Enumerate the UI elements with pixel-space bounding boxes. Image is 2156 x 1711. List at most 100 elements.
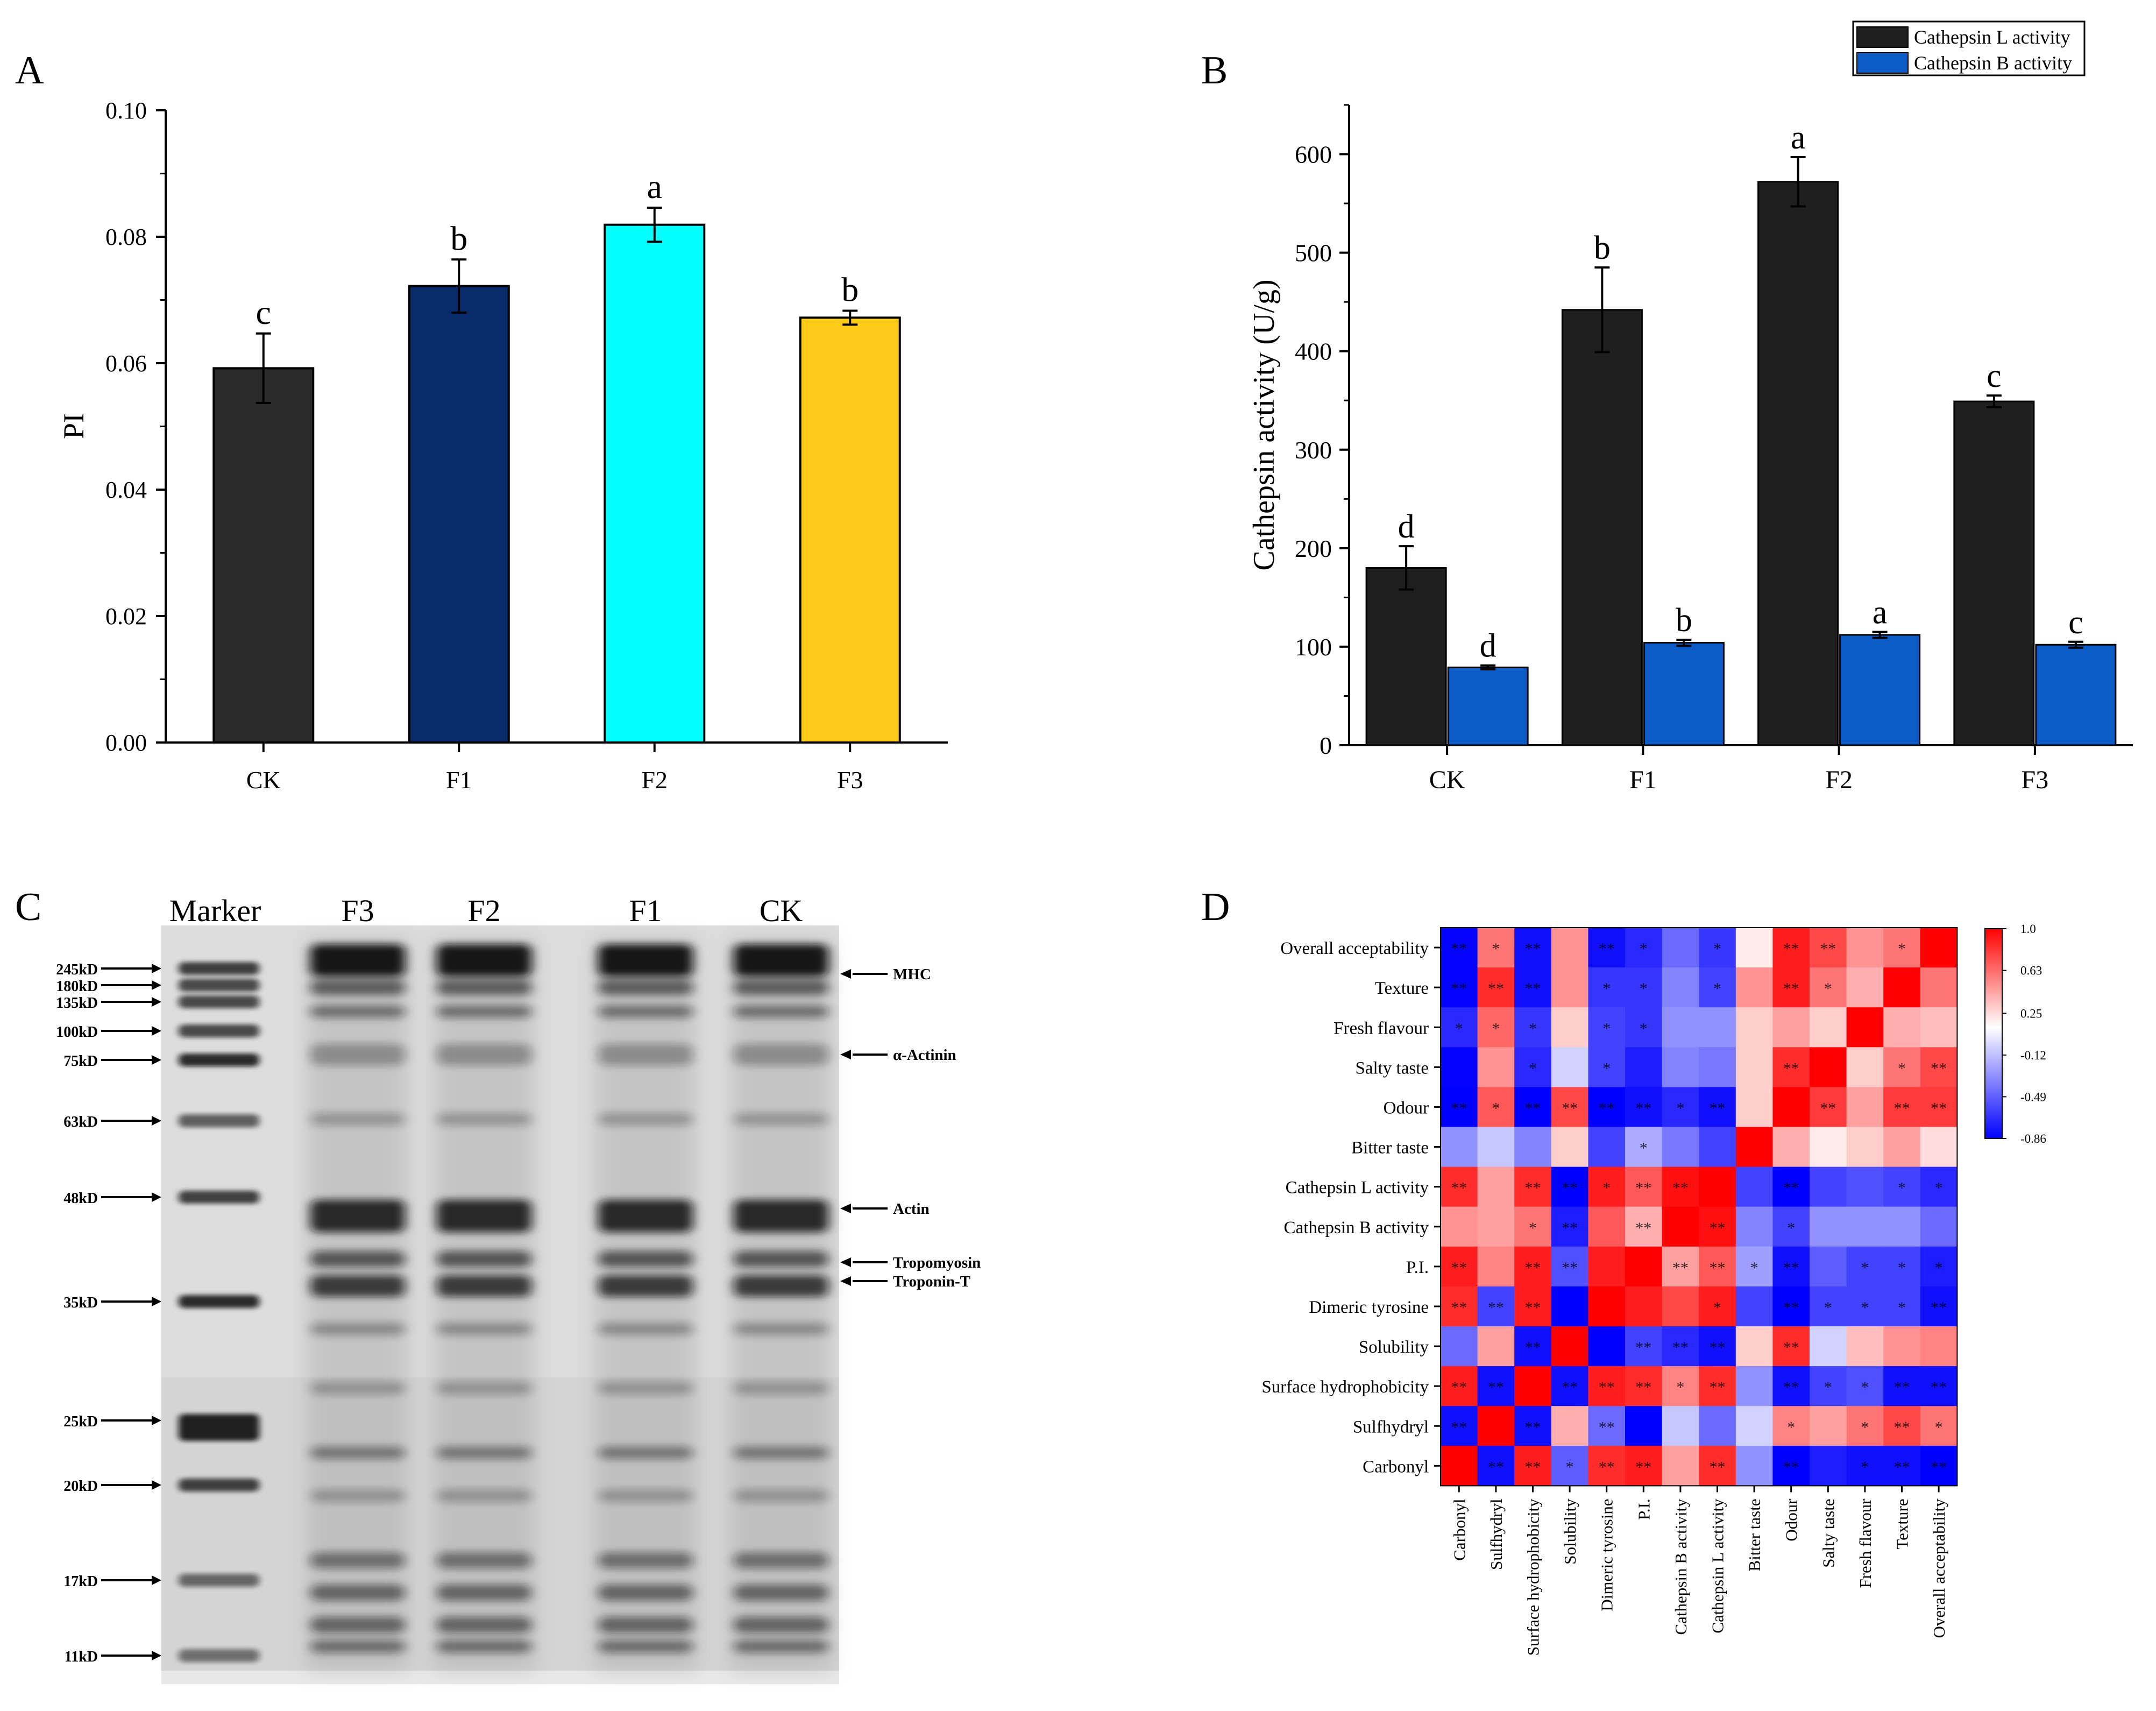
heatmap-cell [1735,1127,1773,1168]
band-arrowhead [840,969,851,979]
marker-arrowhead [152,1651,161,1660]
heatmap-cell [1514,1166,1552,1207]
row-label: Texture [1375,979,1429,998]
protein-band [437,1251,531,1267]
significance-star: * [1898,1299,1906,1317]
heatmap-cell [1588,1166,1626,1207]
heatmap-cell [1662,1446,1699,1486]
heatmap-cell [1625,1166,1663,1207]
protein-band [310,1044,405,1065]
marker-arrowhead [152,1116,161,1126]
significance-star: * [1861,1259,1869,1277]
significance-letter: b [841,270,859,308]
row-label: Cathepsin L activity [1286,1178,1429,1198]
protein-band [437,1552,531,1568]
heatmap-cell [1810,1166,1847,1207]
y-tick-label: 0.10 [105,97,147,124]
band-labels: MHC α-Actinin Actin Tropomyosin Troponin-T [840,966,981,1290]
protein-band [437,1005,531,1018]
panel-d-heatmap: ** * ** ** * * ** ** *** ** ** * * * ** ** * * * ** * ** * ****… [1261,922,2046,1656]
heatmap-cell [1846,1446,1884,1486]
significance-star: * [1529,1020,1537,1037]
marker-label: 25kD [63,1413,98,1430]
heatmap-cell [1699,967,1736,1008]
marker-arrowhead [152,980,161,990]
x-tick-label: F1 [446,766,472,794]
heatmap-cell [1772,1047,1810,1087]
marker-band [179,1414,259,1441]
significance-star: ** [1783,980,1799,998]
heatmap-cell [1772,928,1810,968]
heatmap-cell [1477,928,1515,968]
significance-star: ** [1599,1378,1615,1396]
significance-letter: a [1873,594,1888,631]
significance-star: ** [1931,1458,1947,1476]
heatmap-cell [1920,1446,1958,1486]
heatmap-cell [1920,1047,1958,1087]
heatmap-cell [1772,1366,1810,1406]
significance-letter: b [1594,230,1611,266]
heatmap-cell [1772,967,1810,1008]
significance-star: ** [1672,1259,1689,1277]
band-label: Actin [893,1200,930,1218]
significance-star: ** [1599,1099,1615,1117]
significance-star: ** [1451,940,1467,958]
heatmap-cell [1662,1366,1699,1406]
heatmap-cell [1883,1406,1921,1446]
significance-star: * [1602,1179,1611,1197]
significance-star: * [1898,1059,1906,1077]
heatmap-cell [1735,1206,1773,1247]
marker-band [179,1649,259,1662]
significance-star: ** [1525,1179,1541,1197]
heatmap-cell [1514,1127,1552,1168]
heatmap-cell [1551,1406,1588,1446]
heatmap-cell [1699,1326,1736,1367]
heatmap-cell [1551,1127,1588,1168]
protein-band [598,1585,693,1601]
heatmap-cell [1588,1087,1626,1128]
bar-cathepsin-l-f2 [1757,181,1839,746]
protein-band [734,1617,828,1633]
protein-band [734,1446,828,1459]
heatmap-cell [1810,1246,1847,1287]
protein-band [310,1640,405,1653]
y-tick-label: 400 [1295,338,1332,365]
significance-letter: c [1987,358,2002,394]
protein-band [598,1251,693,1267]
colorbar-tick-label: 0.25 [2020,1007,2042,1020]
heatmap-cell [1477,1206,1515,1247]
row-label: Sulfhydryl [1353,1417,1429,1437]
significance-star: ** [1894,1458,1910,1476]
significance-star: * [1824,1299,1832,1317]
significance-star: * [1640,940,1648,958]
y-axis-title: Cathepsin activity (U/g) [1247,279,1281,570]
heatmap-cell [1625,1366,1663,1406]
significance-star: * [1898,1179,1906,1197]
significance-star: ** [1894,1418,1910,1436]
protein-band [734,1005,828,1018]
x-tick-label: F2 [1825,766,1853,794]
heatmap-cell [1699,928,1736,968]
heatmap-cell [1477,1326,1515,1367]
heatmap-cell [1625,1087,1663,1128]
heatmap-cell [1551,1206,1588,1247]
heatmap-cell [1735,1406,1773,1446]
heatmap-cell [1588,1007,1626,1048]
protein-band [598,1005,693,1018]
protein-band [310,1489,405,1502]
legend-swatch [1856,26,1909,48]
bar-cathepsin-b-f3 [2035,644,2117,746]
heatmap-cell [1625,1406,1663,1446]
heatmap-cell [1477,1166,1515,1207]
significance-star: ** [1783,1259,1799,1277]
significance-star: ** [1820,940,1836,958]
significance-star: ** [1783,1339,1799,1356]
significance-star: * [1898,1259,1906,1277]
row-label: Bitter taste [1351,1139,1429,1158]
y-tick-label: 0 [1320,732,1332,759]
significance-star: ** [1562,1259,1578,1277]
significance-star: ** [1710,1378,1726,1396]
significance-star: ** [1710,1099,1726,1117]
heatmap-cell [1772,1206,1810,1247]
significance-star: ** [1635,1219,1651,1237]
